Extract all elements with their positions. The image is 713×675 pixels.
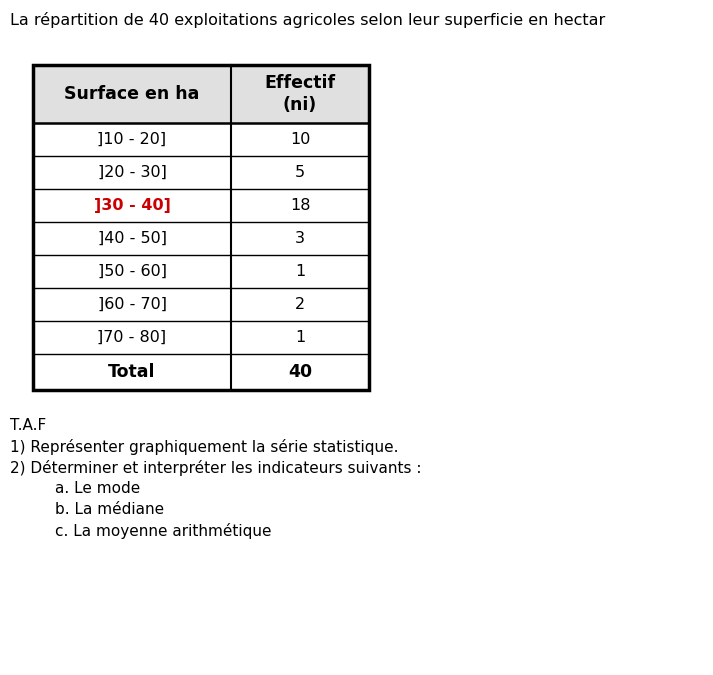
Text: Effectif
(ni): Effectif (ni) xyxy=(265,74,336,114)
Text: 1) Représenter graphiquement la série statistique.: 1) Représenter graphiquement la série st… xyxy=(10,439,399,455)
Text: 2: 2 xyxy=(295,297,305,312)
Text: ]40 - 50]: ]40 - 50] xyxy=(98,231,167,246)
Bar xyxy=(33,321,369,354)
Text: a. Le mode: a. Le mode xyxy=(55,481,140,496)
Bar xyxy=(33,65,231,123)
Bar xyxy=(33,354,369,390)
Text: 1: 1 xyxy=(295,330,305,345)
Bar xyxy=(231,65,369,123)
Text: ]20 - 30]: ]20 - 30] xyxy=(98,165,166,180)
Text: c. La moyenne arithmétique: c. La moyenne arithmétique xyxy=(55,523,272,539)
Bar xyxy=(33,222,369,255)
Text: 5: 5 xyxy=(295,165,305,180)
Bar xyxy=(33,156,369,189)
Text: ]10 - 20]: ]10 - 20] xyxy=(98,132,167,147)
Text: T.A.F: T.A.F xyxy=(10,418,46,433)
Text: Surface en ha: Surface en ha xyxy=(64,85,200,103)
Text: 3: 3 xyxy=(295,231,305,246)
Text: 2) Déterminer et interpréter les indicateurs suivants :: 2) Déterminer et interpréter les indicat… xyxy=(10,460,421,476)
Bar xyxy=(33,189,369,222)
Bar xyxy=(33,255,369,288)
Bar xyxy=(33,65,369,390)
Text: ]70 - 80]: ]70 - 80] xyxy=(98,330,167,345)
Bar xyxy=(33,288,369,321)
Text: 1: 1 xyxy=(295,264,305,279)
Text: ]60 - 70]: ]60 - 70] xyxy=(98,297,167,312)
Text: 40: 40 xyxy=(288,363,312,381)
Text: b. La médiane: b. La médiane xyxy=(55,502,164,517)
Text: 10: 10 xyxy=(289,132,310,147)
Text: 18: 18 xyxy=(289,198,310,213)
Bar xyxy=(33,123,369,156)
Text: La répartition de 40 exploitations agricoles selon leur superficie en hectar: La répartition de 40 exploitations agric… xyxy=(10,12,605,28)
Text: ]50 - 60]: ]50 - 60] xyxy=(98,264,167,279)
Text: Total: Total xyxy=(108,363,155,381)
Text: ]30 - 40]: ]30 - 40] xyxy=(93,198,170,213)
